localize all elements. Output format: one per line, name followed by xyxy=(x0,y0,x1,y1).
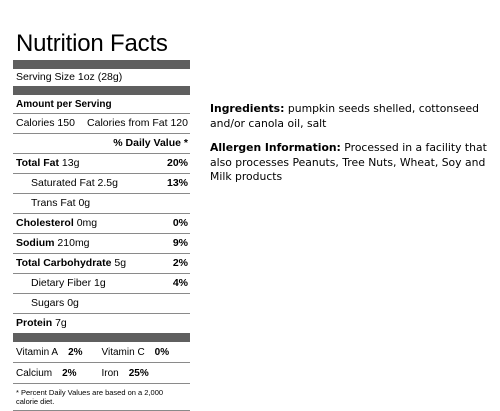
daily-value-header-label: % Daily Value * xyxy=(113,137,188,149)
nutrient-row: Total Fat 13g 20% xyxy=(13,154,190,174)
nutrient-amount: 2.5g xyxy=(97,177,118,189)
allergen-text: Processed in a facility that also proces… xyxy=(210,141,487,183)
nutrient-amount: 0mg xyxy=(76,217,98,229)
vitamin-value: 2% xyxy=(62,368,77,379)
ingredients-label: Ingredients: xyxy=(210,102,285,115)
nutrition-facts-title: Nutrition Facts xyxy=(16,30,168,57)
nutrient-row: Protein 7g xyxy=(13,314,190,333)
nutrient-row: Dietary Fiber 1g 4% xyxy=(13,274,190,294)
calories-row: Calories 150 Calories from Fat 120 xyxy=(13,114,190,134)
nutrient-name-amount: Dietary Fiber 1g xyxy=(31,277,106,290)
vitamin-name: Iron xyxy=(101,368,119,379)
nutrient-name: Trans Fat xyxy=(31,197,76,209)
vitamin-row: Vitamin A 2% Vitamin C 0% xyxy=(13,342,190,363)
divider-thick xyxy=(13,86,190,95)
nutrient-name: Cholesterol xyxy=(16,217,74,229)
nutrient-name-amount: Total Fat 13g xyxy=(16,157,79,170)
nutrient-name: Total Fat xyxy=(16,157,59,169)
amount-per-serving: Amount per Serving xyxy=(13,95,190,114)
calories-from-fat: Calories from Fat 120 xyxy=(87,117,188,129)
nutrient-name: Total Carbohydrate xyxy=(16,257,112,269)
nutrient-amount: 1g xyxy=(94,277,106,289)
nutrient-amount: 210mg xyxy=(57,237,90,249)
allergen-label: Allergen Information: xyxy=(210,141,341,154)
calories-value: Calories 150 xyxy=(16,117,75,129)
vitamin-value: 0% xyxy=(154,347,170,358)
vitamin-cell: Calcium 2% xyxy=(16,367,102,380)
nutrient-name-amount: Sodium 210mg xyxy=(16,237,90,250)
ingredients-paragraph: Ingredients: pumpkin seeds shelled, cott… xyxy=(210,102,495,131)
nutrient-row: Trans Fat 0g xyxy=(13,194,190,214)
vitamin-value: 25% xyxy=(128,368,149,379)
nutrient-daily-value: 13% xyxy=(166,177,188,189)
nutrient-name-amount: Cholesterol 0mg xyxy=(16,217,97,230)
nutrient-list: Total Fat 13g 20% Saturated Fat 2.5g 13% Tra… xyxy=(13,154,190,333)
nutrient-name: Saturated Fat xyxy=(31,177,95,189)
divider-thick xyxy=(13,60,190,69)
serving-size: Serving Size 1oz (28g) xyxy=(16,71,123,83)
footnote: * Percent Daily Values are based on a 2,… xyxy=(13,384,190,411)
nutrient-name-amount: Trans Fat 0g xyxy=(31,197,90,210)
daily-value-header: % Daily Value * xyxy=(13,134,190,154)
vitamin-cell: Vitamin A 2% xyxy=(16,346,102,359)
nutrient-amount: 0g xyxy=(67,297,79,309)
vitamin-value: 2% xyxy=(68,347,83,358)
nutrient-row: Sugars 0g xyxy=(13,294,190,314)
nutrient-row: Sodium 210mg 9% xyxy=(13,234,190,254)
nutrient-name-amount: Saturated Fat 2.5g xyxy=(31,177,118,190)
nutrient-name-amount: Total Carbohydrate 5g xyxy=(16,257,126,270)
nutrient-row: Total Carbohydrate 5g 2% xyxy=(13,254,190,274)
vitamin-name: Calcium xyxy=(16,368,53,379)
allergen-paragraph: Allergen Information: Processed in a fac… xyxy=(210,141,495,185)
ingredients-text: pumpkin seeds shelled, cottonseed and/or… xyxy=(210,102,479,130)
vitamin-cell: Iron 25% xyxy=(102,367,188,380)
nutrient-amount: 5g xyxy=(114,257,127,269)
nutrient-name: Dietary Fiber xyxy=(31,277,92,289)
nutrient-amount: 0g xyxy=(78,197,91,209)
vitamin-name: Vitamin C xyxy=(101,347,145,358)
vitamin-cell: Vitamin C 0% xyxy=(102,346,188,359)
vitamin-name: Vitamin A xyxy=(16,347,59,358)
nutrient-amount: 13g xyxy=(61,157,80,169)
nutrient-name: Sugars xyxy=(31,297,65,309)
nutrition-facts-label: Nutrition Facts Serving Size 1oz (28g) A… xyxy=(13,30,190,411)
vitamin-list: Vitamin A 2% Vitamin C 0% Calcium 2% Iron 25% xyxy=(13,342,190,384)
nutrient-name: Sodium xyxy=(16,237,55,249)
nutrient-name: Protein xyxy=(16,317,53,329)
nutrient-daily-value: 20% xyxy=(166,157,188,169)
nutrient-daily-value: 2% xyxy=(172,257,188,269)
nutrient-amount: 7g xyxy=(55,317,67,329)
nutrient-daily-value: 0% xyxy=(172,217,188,229)
nutrient-row: Saturated Fat 2.5g 13% xyxy=(13,174,190,194)
vitamin-row: Calcium 2% Iron 25% xyxy=(13,363,190,384)
nutrient-daily-value: 4% xyxy=(172,277,188,289)
nutrient-row: Cholesterol 0mg 0% xyxy=(13,214,190,234)
divider-thick xyxy=(13,333,190,342)
nutrient-name-amount: Sugars 0g xyxy=(31,297,79,310)
nutrient-daily-value: 9% xyxy=(172,237,188,249)
product-info: Ingredients: pumpkin seeds shelled, cott… xyxy=(210,102,495,195)
nutrient-name-amount: Protein 7g xyxy=(16,317,67,330)
